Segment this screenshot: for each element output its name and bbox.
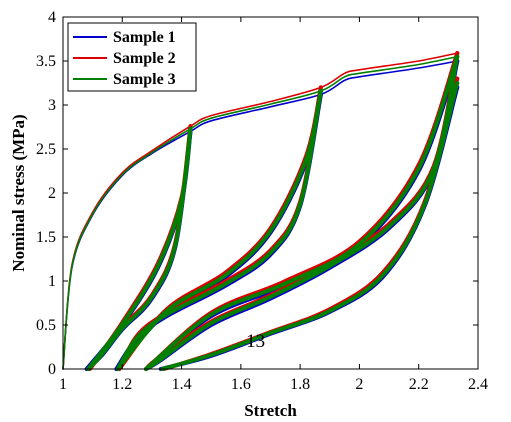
y-tick-label: 2.5 [36,141,56,158]
legend: Sample 1 Sample 2 Sample 3 [67,22,197,92]
x-tick-label: 1.4 [172,376,192,393]
x-axis-title: Stretch [244,401,297,420]
series-2-loading-line [62,52,459,370]
x-tick-label: 1 [59,376,67,393]
y-axis-title: Nominal stress (MPa) [9,114,28,271]
y-tick-label: 1 [48,273,56,290]
legend-label: Sample 3 [113,71,176,88]
y-tick-label: 0 [48,361,56,378]
x-tick-label: 2.2 [409,376,429,393]
legend-label: Sample 1 [113,29,176,46]
series-3-unload-cycle-2 [115,88,323,371]
x-tick-label: 1.6 [231,376,251,393]
y-tick-label: 1.5 [36,229,56,246]
series-3-unload-cycle-1 [86,126,193,371]
y-tick-label: 4 [48,9,56,26]
x-tick-label: 1.8 [290,376,310,393]
ticks-layer: 1 1.2 1.4 1.6 1.8 2 2.2 2.4 0 0.5 1 1.5 2 2.5 3 3.5 4 [36,9,488,393]
y-tick-label: 3 [48,97,56,114]
chart-annotation: 13 [246,331,265,352]
y-tick-label: 0.5 [36,317,56,334]
y-tick-label: 3.5 [36,53,56,70]
series-3-unload-cycle-3 [144,54,460,371]
series-3-loading-line [62,55,459,370]
series-3 [62,54,460,371]
x-tick-label: 1.2 [112,376,132,393]
series-layer [62,51,460,371]
x-tick-label: 2 [355,376,363,393]
series-3-reload-cycle-3 [144,54,460,371]
series-3-unload-cycle-4 [160,81,460,371]
y-tick-label: 2 [48,185,56,202]
legend-label: Sample 2 [113,50,176,67]
x-tick-label: 2.4 [468,376,488,393]
